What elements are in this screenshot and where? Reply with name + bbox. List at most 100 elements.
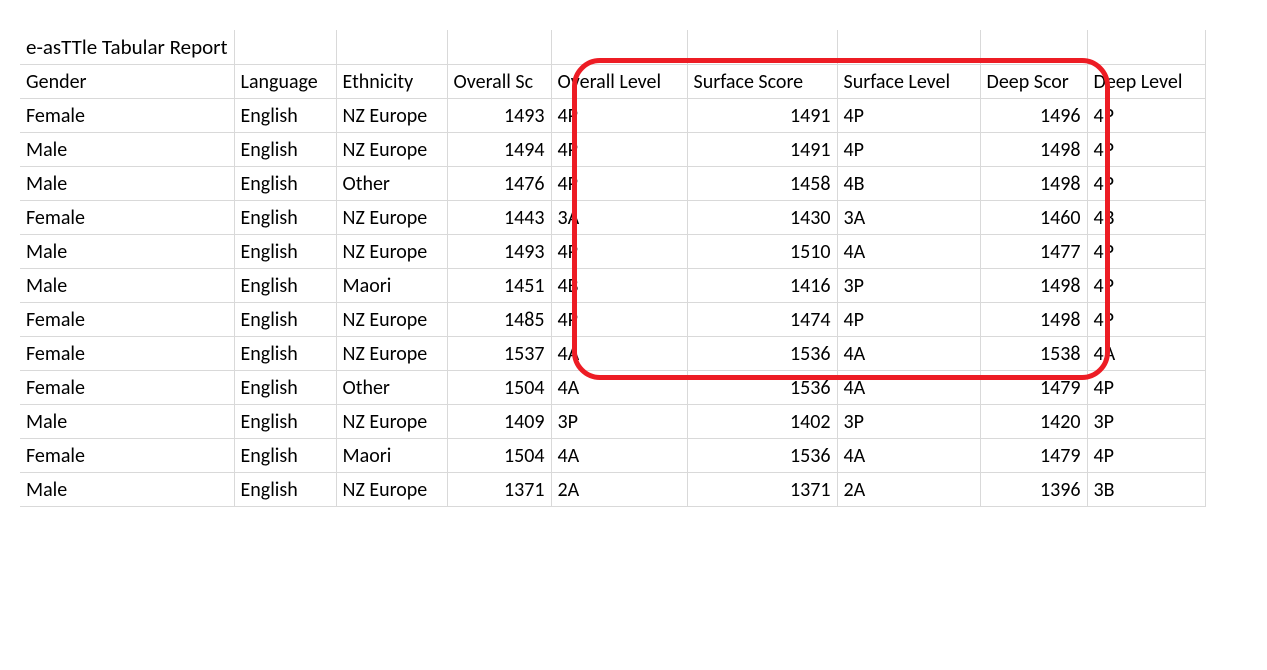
table-cell: 3A [551, 201, 687, 235]
table-cell: 4B [551, 269, 687, 303]
table-cell: 1493 [447, 99, 551, 133]
table-cell: 3P [837, 269, 980, 303]
table-cell: 4P [1087, 133, 1205, 167]
table-cell: 2A [837, 473, 980, 507]
table-cell: NZ Europe [336, 337, 447, 371]
table-row: MaleEnglishMaori14514B14163P14984P [20, 269, 1205, 303]
table-cell: 3P [837, 405, 980, 439]
table-cell: 1496 [980, 99, 1087, 133]
table-cell: 1498 [980, 133, 1087, 167]
table-cell: 4P [551, 303, 687, 337]
table-cell: English [234, 133, 336, 167]
table-cell: 4A [551, 337, 687, 371]
table-cell: 1498 [980, 269, 1087, 303]
empty-cell [234, 30, 336, 65]
report-title: e-asTTle Tabular Report [20, 30, 234, 65]
column-header: Overall Level [551, 65, 687, 99]
empty-cell [837, 30, 980, 65]
table-cell: 3B [1087, 473, 1205, 507]
table-row: FemaleEnglishNZ Europe14433A14303A14604B [20, 201, 1205, 235]
table-cell: Female [20, 201, 234, 235]
table-cell: 1430 [687, 201, 837, 235]
table-cell: 4A [837, 439, 980, 473]
column-header: Deep Scor [980, 65, 1087, 99]
table-cell: NZ Europe [336, 405, 447, 439]
table-cell: 1493 [447, 235, 551, 269]
table-row: FemaleEnglishNZ Europe15374A15364A15384A [20, 337, 1205, 371]
table-cell: 1458 [687, 167, 837, 201]
empty-cell [447, 30, 551, 65]
table-cell: NZ Europe [336, 201, 447, 235]
table-row: MaleEnglishNZ Europe14093P14023P14203P [20, 405, 1205, 439]
table-row: MaleEnglishOther14764P14584B14984P [20, 167, 1205, 201]
table-cell: English [234, 371, 336, 405]
table-cell: 4P [551, 235, 687, 269]
table-cell: 1396 [980, 473, 1087, 507]
table-cell: 1538 [980, 337, 1087, 371]
table-cell: 1477 [980, 235, 1087, 269]
table-cell: 1479 [980, 439, 1087, 473]
table-cell: 4P [551, 99, 687, 133]
table-cell: 4P [837, 133, 980, 167]
table-cell: English [234, 167, 336, 201]
table-cell: 1504 [447, 371, 551, 405]
table-cell: Male [20, 167, 234, 201]
table-row: MaleEnglishNZ Europe14934P15104A14774P [20, 235, 1205, 269]
column-header: Overall Sc [447, 65, 551, 99]
table-cell: 4P [551, 133, 687, 167]
table-cell: 4P [1087, 439, 1205, 473]
empty-cell [336, 30, 447, 65]
column-header: Surface Score [687, 65, 837, 99]
table-cell: 1491 [687, 99, 837, 133]
table-cell: NZ Europe [336, 133, 447, 167]
table-cell: 4P [1087, 269, 1205, 303]
data-table: e-asTTle Tabular ReportGenderLanguageEth… [20, 30, 1206, 507]
empty-cell [551, 30, 687, 65]
table-cell: Female [20, 371, 234, 405]
table-cell: Female [20, 337, 234, 371]
table-cell: English [234, 99, 336, 133]
table-cell: 4P [1087, 371, 1205, 405]
table-cell: Other [336, 371, 447, 405]
table-cell: 4P [837, 303, 980, 337]
table-cell: 1536 [687, 439, 837, 473]
table-cell: 3P [1087, 405, 1205, 439]
table-cell: 1494 [447, 133, 551, 167]
table-cell: 1510 [687, 235, 837, 269]
empty-cell [980, 30, 1087, 65]
column-header: Deep Level [1087, 65, 1205, 99]
table-cell: 1485 [447, 303, 551, 337]
table-cell: 3A [837, 201, 980, 235]
table-cell: Male [20, 133, 234, 167]
table-cell: 4P [837, 99, 980, 133]
table-cell: 4A [551, 371, 687, 405]
table-cell: Female [20, 99, 234, 133]
empty-cell [1087, 30, 1205, 65]
table-cell: English [234, 439, 336, 473]
table-cell: 4P [1087, 235, 1205, 269]
table-cell: 1474 [687, 303, 837, 337]
table-cell: Male [20, 235, 234, 269]
table-cell: 1537 [447, 337, 551, 371]
table-row: FemaleEnglishNZ Europe14854P14744P14984P [20, 303, 1205, 337]
table-cell: 1460 [980, 201, 1087, 235]
table-cell: 4A [837, 337, 980, 371]
table-cell: 4B [837, 167, 980, 201]
table-cell: 2A [551, 473, 687, 507]
table-row: MaleEnglishNZ Europe14944P14914P14984P [20, 133, 1205, 167]
table-row: FemaleEnglishOther15044A15364A14794P [20, 371, 1205, 405]
table-cell: English [234, 235, 336, 269]
table-cell: 1416 [687, 269, 837, 303]
column-header: Language [234, 65, 336, 99]
table-cell: NZ Europe [336, 473, 447, 507]
table-cell: 1536 [687, 371, 837, 405]
table-cell: 4P [1087, 167, 1205, 201]
table-row: FemaleEnglishMaori15044A15364A14794P [20, 439, 1205, 473]
table-cell: Maori [336, 439, 447, 473]
table-cell: NZ Europe [336, 235, 447, 269]
empty-cell [687, 30, 837, 65]
table-row: MaleEnglishNZ Europe13712A13712A13963B [20, 473, 1205, 507]
table-cell: 4A [1087, 337, 1205, 371]
table-cell: 1451 [447, 269, 551, 303]
table-cell: 1504 [447, 439, 551, 473]
